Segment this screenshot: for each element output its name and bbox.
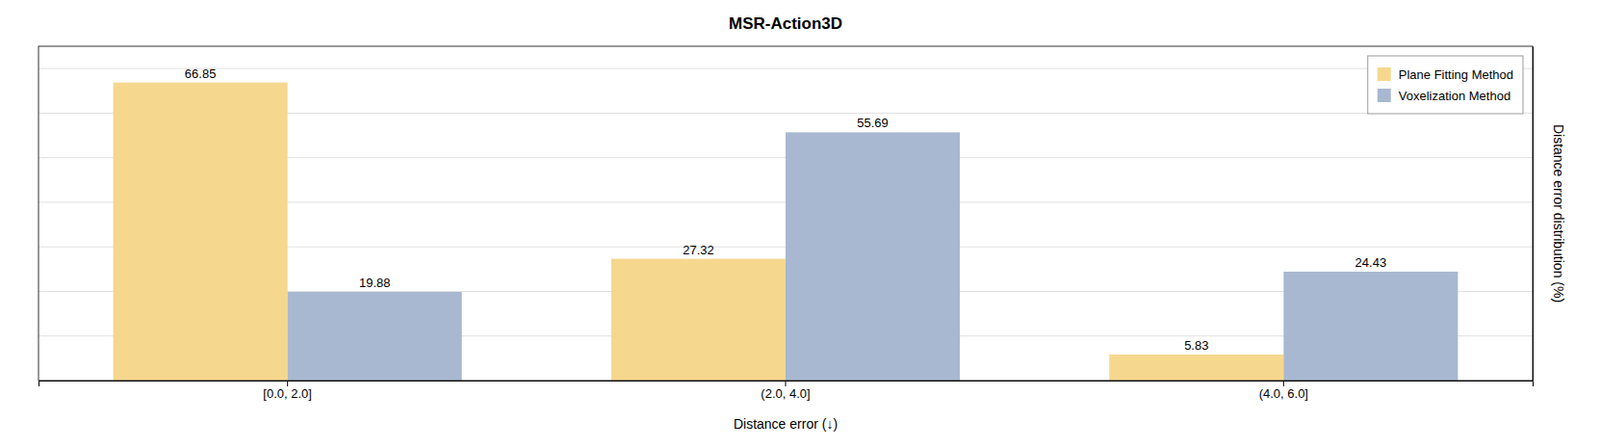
bar <box>113 82 288 381</box>
bar <box>611 258 786 381</box>
legend-swatch <box>1377 67 1392 81</box>
y-axis-line <box>1532 47 1534 382</box>
x-tick-mark <box>286 380 288 387</box>
x-tick: (4.0, 6.0] <box>1259 380 1309 401</box>
x-tick-label: [0.0, 2.0] <box>262 386 312 401</box>
bar <box>1109 354 1284 381</box>
legend-item: Plane Fitting Method <box>1377 67 1514 82</box>
x-tick: [0.0, 2.0] <box>262 380 312 401</box>
title: MSR-Action3D <box>728 14 843 33</box>
bar <box>1283 271 1458 381</box>
y-axis <box>1532 47 1535 382</box>
data-label: 55.69 <box>856 115 889 130</box>
x-axis: [0.0, 2.0] (2.0, 4.0] (4.0, 6.0] <box>39 380 1534 401</box>
legend-label: Voxelization Method <box>1398 88 1511 104</box>
plot-frame <box>38 46 1533 381</box>
x-tick: (2.0, 4.0] <box>760 380 810 401</box>
legend-label: Plane Fitting Method <box>1398 67 1514 82</box>
x-axis-title: Distance error (↓) <box>733 415 838 432</box>
data-label: 66.85 <box>184 66 217 81</box>
x-tick-label: (2.0, 4.0] <box>760 386 810 401</box>
bar-series <box>287 131 1459 381</box>
y-axis-title: Distance error distribution (%) <box>1550 124 1567 303</box>
data-label: 19.88 <box>359 275 391 290</box>
bars <box>113 82 1459 381</box>
bar-series <box>113 82 1285 381</box>
x-tick-mark <box>785 380 787 387</box>
legend-swatch <box>1377 88 1392 103</box>
legend: Plane Fitting Method Voxelization Method <box>1367 55 1523 114</box>
bar <box>287 291 463 381</box>
x-axis-line <box>39 381 1534 388</box>
legend-item: Voxelization Method <box>1377 88 1511 104</box>
grid <box>38 68 1533 381</box>
x-tick-label: (4.0, 6.0] <box>1259 386 1309 401</box>
data-label: 24.43 <box>1355 255 1388 270</box>
grid-line <box>38 68 1533 70</box>
bar <box>785 131 960 381</box>
x-tick-mark <box>1283 380 1285 387</box>
legend-box <box>1367 55 1523 114</box>
data-label: 27.32 <box>682 242 715 258</box>
plot: [0.0, 2.0] (2.0, 4.0] (4.0, 6.0] 66.85 27.32… <box>38 46 1534 401</box>
data-labels: 66.85 27.32 5.83 19.88 55.69 24.43 <box>184 66 1387 353</box>
data-label: 5.83 <box>1184 337 1209 353</box>
chart: [0.0, 2.0] (2.0, 4.0] (4.0, 6.0] 66.85 27.32… <box>0 0 1600 448</box>
